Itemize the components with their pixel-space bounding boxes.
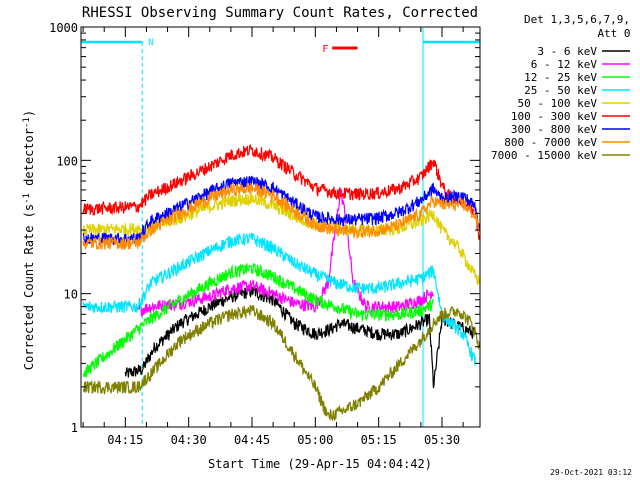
axes-layer: 1 10 100 1000 04:15 04:30 04:45 05:00 05:15 05:30 — [49, 21, 481, 447]
y-tick-label-0: 1 — [71, 421, 78, 435]
legend-label-5: 100 - 300 keV — [511, 110, 597, 123]
y-axis-label: Corrected Count Rate (s-1 detector-1) — [22, 110, 36, 370]
series-line-7 — [82, 181, 481, 251]
series-line-2 — [82, 263, 434, 378]
y-axis-label-sup1: -1 — [22, 193, 32, 204]
legend-label-8: 7000 - 15000 keV — [491, 149, 597, 162]
legend-label-7: 800 - 7000 keV — [504, 136, 597, 149]
flare-label: F — [322, 44, 328, 55]
x-axis-label: Start Time (29-Apr-15 04:04:42) — [208, 457, 432, 471]
detector-line-2: Att 0 — [597, 27, 630, 40]
legend-label-0: 3 - 6 keV — [537, 45, 597, 58]
x-tick-label-3: 05:00 — [297, 433, 333, 447]
x-tick-label-5: 05:30 — [424, 433, 460, 447]
y-tick-label-1: 10 — [64, 288, 78, 302]
y-axis-label-mid: detector — [22, 128, 36, 193]
y-axis-label-end: ) — [22, 110, 36, 117]
x-tick-label-0: 04:15 — [107, 433, 143, 447]
night-label: N — [148, 38, 153, 48]
series-line-8 — [82, 305, 481, 422]
series-line-5 — [82, 144, 481, 240]
legend-label-2: 12 - 25 keV — [524, 71, 597, 84]
series-layer — [82, 144, 481, 422]
legend-label-1: 6 - 12 keV — [531, 58, 598, 71]
series-line-3 — [82, 232, 476, 366]
y-axis-label-main: Corrected Count Rate (s — [22, 204, 36, 370]
y-tick-label-3: 1000 — [49, 21, 78, 35]
x-tick-label-4: 05:15 — [361, 433, 397, 447]
legend-label-6: 300 - 800 keV — [511, 123, 597, 136]
y-axis-label-sup2: -1 — [22, 117, 32, 128]
x-tick-label-1: 04:30 — [171, 433, 207, 447]
detector-line-1: Det 1,3,5,6,7,9, — [524, 13, 630, 26]
series-line-6 — [82, 175, 481, 247]
plot-frame — [80, 26, 481, 428]
legend-label-4: 50 - 100 keV — [518, 97, 598, 110]
timestamp: 29-Oct-2021 03:12 — [550, 468, 632, 477]
y-tick-label-2: 100 — [56, 154, 78, 168]
series-line-0 — [124, 285, 476, 389]
chart-title: RHESSI Observing Summary Count Rates, Co… — [82, 5, 478, 21]
x-tick-label-2: 04:45 — [234, 433, 270, 447]
legend-label-3: 25 - 50 keV — [524, 84, 597, 97]
